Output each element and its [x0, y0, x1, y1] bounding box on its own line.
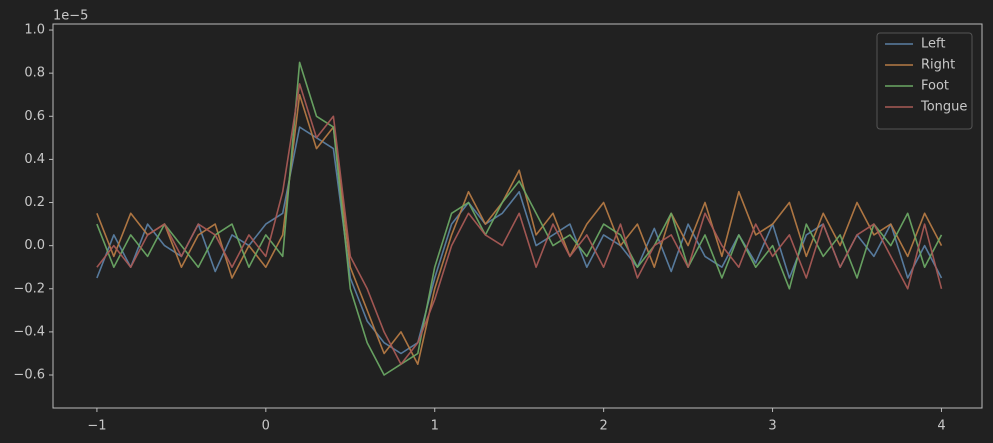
- series-line: [96, 93, 943, 365]
- y-tick-label: 0.2: [24, 195, 45, 210]
- legend: Left Right Foot Tongue: [876, 32, 973, 130]
- x-tick-label: 2: [600, 419, 608, 434]
- plot-frame: [52, 23, 983, 409]
- x-tick-label: −1: [87, 419, 106, 434]
- y-tick-label: 0.0: [24, 238, 45, 253]
- x-tick-label: 1: [431, 419, 439, 434]
- x-tick-label: 3: [768, 419, 776, 434]
- y-tick-label: 0.4: [24, 152, 45, 167]
- legend-label: Right: [921, 58, 955, 73]
- series-line: [96, 83, 943, 365]
- series-line: [96, 61, 943, 376]
- x-tick-label: 0: [262, 419, 270, 434]
- legend-label: Left: [921, 37, 945, 52]
- y-tick-label: −0.2: [13, 281, 45, 296]
- y-offset-label: 1e−5: [53, 9, 88, 24]
- y-tick-label: 0.8: [24, 66, 45, 81]
- y-tick-label: 0.6: [24, 109, 45, 124]
- y-tick-label: −0.4: [13, 324, 45, 339]
- legend-label: Foot: [921, 79, 949, 94]
- legend-label: Tongue: [920, 100, 967, 115]
- x-tick-label: 4: [937, 419, 945, 434]
- legend-box: [876, 32, 973, 130]
- y-tick-label: 1.0: [24, 23, 45, 38]
- y-tick-label: −0.6: [13, 368, 45, 383]
